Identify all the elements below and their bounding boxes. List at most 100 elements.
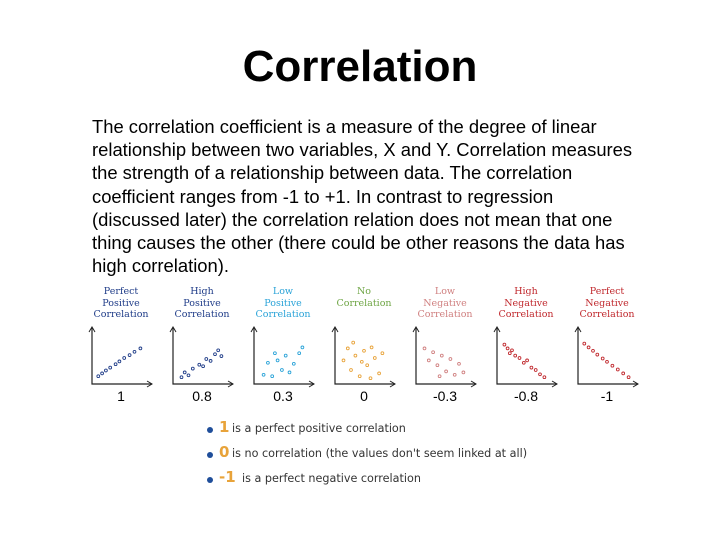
x-axis-arrow <box>470 380 477 388</box>
axis-lines <box>172 328 233 385</box>
x-axis-arrow <box>308 380 315 388</box>
scatter-point <box>582 341 587 346</box>
scatter-point <box>104 368 108 373</box>
scatter-point <box>626 375 631 380</box>
panel-title-line: Negative <box>423 297 467 309</box>
panel-title-line: No <box>356 286 372 297</box>
scatter-point <box>201 364 205 369</box>
body-line: the strength of a relationship between d… <box>92 162 573 184</box>
bullet-icon <box>207 452 213 458</box>
scatter-point <box>435 363 440 368</box>
body-line: coefficient ranges from -1 to +1. In con… <box>92 185 554 207</box>
scatter-point <box>457 361 461 366</box>
scatter-point <box>341 358 346 363</box>
scatter-panel: Low Positive Correlation 0.3 <box>248 284 318 414</box>
scatter-panel: High Negative Correlation -0.8 <box>491 284 561 414</box>
scatter-point <box>461 370 466 375</box>
scatter-point <box>351 340 356 345</box>
scatter-plot <box>250 326 315 388</box>
correlation-coefficient: -0.8 <box>513 388 539 404</box>
scatter-panel: Perfect Positive Correlation 1 <box>86 284 156 414</box>
panel-title: Low Negative Correlation <box>410 286 480 321</box>
scatter-point <box>113 362 118 367</box>
scatter-point <box>586 345 591 350</box>
y-axis-arrow <box>574 326 582 333</box>
panel-title-line: Low <box>272 286 294 297</box>
scatter-plot <box>331 326 396 388</box>
correlation-coefficient: -0.3 <box>432 388 458 404</box>
scatter-point <box>439 353 444 358</box>
scatter-point <box>521 360 526 365</box>
y-axis-arrow <box>412 326 420 333</box>
body-line: (discussed later) the correlation relati… <box>92 208 613 230</box>
scatter-point <box>426 358 431 363</box>
slide-title: Correlation <box>242 42 478 91</box>
scatter-point <box>621 371 626 376</box>
scatter-point <box>510 348 514 353</box>
scatter-panel: No Correlation 0 <box>329 284 399 414</box>
scatter-point <box>108 365 113 370</box>
scatter-point <box>605 359 609 364</box>
panel-title-line: High <box>514 286 538 297</box>
scatter-plot <box>574 326 639 388</box>
legend-item: 1 is a perfect positive correlation <box>200 418 620 445</box>
x-axis-arrow <box>389 380 396 388</box>
scatter-point <box>505 346 510 351</box>
panel-title: Perfect Negative Correlation <box>572 286 642 321</box>
y-axis-arrow <box>331 326 339 333</box>
legend-number: -1 <box>219 468 236 486</box>
scatter-point <box>208 359 213 363</box>
scatter-plot <box>493 326 558 388</box>
scatter-point <box>353 353 358 358</box>
body-line: high correlation). <box>92 255 229 277</box>
correlation-coefficient: 0.8 <box>192 388 212 404</box>
scatter-point <box>542 375 547 380</box>
scatter-point <box>270 374 275 379</box>
legend-number: 0 <box>219 443 230 461</box>
scatter-point <box>538 372 542 377</box>
panel-title-line: High <box>190 286 214 297</box>
scatter-panel: High Positive Correlation 0.8 <box>167 284 237 414</box>
scatter-point <box>600 356 605 361</box>
scatter-point <box>380 351 385 356</box>
scatter-point <box>437 374 442 379</box>
scatter-point <box>283 353 288 358</box>
x-axis-arrow <box>146 380 153 388</box>
panel-title-line: Correlation <box>336 297 392 309</box>
panel-title: High Positive Correlation <box>167 286 237 321</box>
legend-text: is a perfect positive correlation <box>232 422 406 435</box>
scatter-point <box>117 359 122 364</box>
panel-title-line: Correlation <box>255 309 311 320</box>
x-axis-arrow <box>227 380 234 388</box>
panel-title-line: Perfect <box>103 286 139 297</box>
panel-title-line: Correlation <box>174 309 230 320</box>
x-axis-arrow <box>551 380 558 388</box>
panel-title-line: Positive <box>264 297 302 309</box>
scatter-point <box>190 366 195 371</box>
panel-title: Low Positive Correlation <box>248 286 318 321</box>
body-paragraph: The correlation coefficient is a measure… <box>92 115 652 277</box>
panel-title: Perfect Positive Correlation <box>86 286 156 321</box>
y-axis-arrow <box>493 326 501 333</box>
scatter-point <box>529 365 534 370</box>
correlation-coefficient: 0.3 <box>273 388 293 404</box>
scatter-point <box>266 360 270 365</box>
legend-text: is a perfect negative correlation <box>242 472 421 485</box>
correlation-figure: Perfect Positive Correlation 1 High Positive C… <box>86 284 646 414</box>
panel-title-line: Correlation <box>579 309 635 320</box>
scatter-point <box>216 348 221 353</box>
scatter-point <box>280 368 284 372</box>
legend-item: -1 is a perfect negative correlation <box>200 468 620 495</box>
panel-title: High Negative Correlation <box>491 286 561 321</box>
panel-title-line: Positive <box>102 297 140 309</box>
y-axis-arrow <box>169 326 177 333</box>
scatter-point <box>122 356 127 360</box>
scatter-point <box>186 373 191 378</box>
scatter-point <box>502 342 507 347</box>
panel-title-line: Correlation <box>498 309 554 320</box>
scatter-point <box>525 358 529 363</box>
scatter-point <box>513 353 518 358</box>
correlation-coefficient: 1 <box>117 388 125 404</box>
scatter-point <box>275 358 280 363</box>
legend-item: 0 is no correlation (the values don't se… <box>200 443 620 470</box>
